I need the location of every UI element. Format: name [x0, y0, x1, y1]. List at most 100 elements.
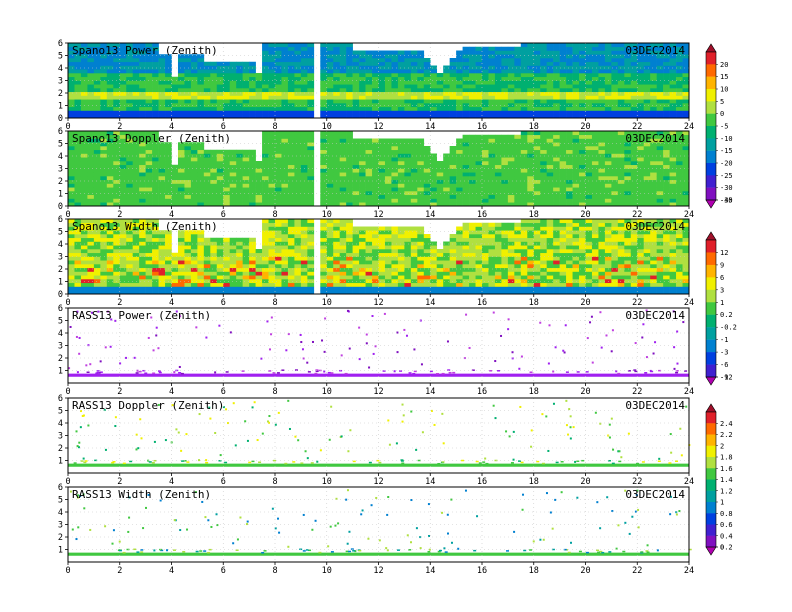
data-cell	[430, 106, 438, 111]
data-cell	[113, 138, 121, 143]
data-cell	[488, 241, 496, 246]
data-cell	[294, 73, 302, 78]
data-cell	[165, 202, 172, 207]
data-cell	[139, 157, 146, 162]
data-cell	[359, 88, 366, 93]
data-cell	[113, 237, 121, 242]
data-cell	[74, 110, 82, 115]
data-cell	[210, 149, 218, 154]
data-cell	[397, 114, 405, 119]
data-cell	[650, 76, 657, 81]
data-cell	[287, 110, 295, 115]
data-cell	[197, 183, 205, 188]
data-cell	[100, 106, 108, 111]
data-cell	[294, 219, 302, 224]
data-cell	[223, 275, 231, 280]
data-cell	[203, 237, 211, 242]
data-cell	[255, 161, 263, 166]
data-cell	[320, 95, 328, 100]
data-cell	[546, 131, 554, 136]
data-cell	[372, 264, 379, 269]
data-cell	[210, 290, 218, 295]
data-cell	[611, 142, 619, 147]
data-cell	[572, 110, 580, 115]
data-cell	[339, 267, 347, 272]
data-cell	[359, 80, 366, 85]
data-cell	[372, 99, 379, 104]
data-cell	[501, 191, 509, 196]
data-cell	[249, 149, 256, 154]
data-cell	[216, 260, 224, 265]
data-cell	[216, 76, 224, 81]
data-cell	[456, 73, 463, 78]
data-cell	[643, 176, 651, 181]
data-cell	[546, 237, 554, 242]
data-cell	[533, 157, 541, 162]
data-cell	[281, 103, 289, 108]
data-cell	[262, 230, 269, 235]
data-cell	[501, 241, 509, 246]
data-cell	[501, 65, 509, 70]
data-cell	[546, 110, 554, 115]
data-cell	[158, 249, 166, 254]
data-cell	[339, 157, 347, 162]
data-cell	[139, 245, 146, 250]
data-cell	[650, 58, 657, 63]
data-cell	[223, 198, 231, 203]
data-cell	[300, 138, 308, 143]
data-cell	[333, 80, 340, 85]
data-cell	[617, 138, 625, 143]
data-cell	[139, 275, 146, 280]
data-cell	[320, 91, 328, 96]
data-cell	[223, 286, 231, 291]
data-cell	[197, 198, 205, 203]
data-cell	[676, 80, 683, 85]
data-cell	[197, 69, 205, 74]
data-cell	[469, 267, 476, 272]
data-cell	[339, 219, 347, 224]
data-cell	[268, 198, 276, 203]
data-cell	[391, 172, 399, 177]
data-cell	[572, 172, 580, 177]
data-cell	[462, 54, 470, 59]
data-cell	[268, 153, 276, 158]
data-cell	[520, 222, 528, 227]
data-cell	[158, 91, 166, 96]
data-cell	[397, 58, 405, 63]
data-cell	[533, 271, 541, 276]
data-cell	[326, 91, 334, 96]
data-cell	[397, 76, 405, 81]
data-cell	[475, 226, 483, 231]
data-cell	[177, 249, 185, 254]
data-cell	[669, 187, 677, 192]
data-cell	[540, 88, 547, 93]
data-cell	[300, 183, 308, 188]
data-cell	[132, 157, 140, 162]
data-cell	[126, 187, 133, 192]
data-cell	[339, 84, 347, 89]
data-cell	[591, 179, 599, 184]
data-cell	[100, 153, 108, 158]
data-cell	[359, 237, 366, 242]
data-cell	[611, 191, 619, 196]
data-cell	[68, 84, 75, 89]
data-cell	[365, 149, 373, 154]
data-cell	[262, 241, 269, 246]
y-tick-label: 3	[58, 77, 63, 87]
data-cell	[93, 69, 101, 74]
data-cell	[494, 114, 502, 119]
data-cell	[527, 282, 535, 287]
data-cell	[650, 149, 657, 154]
data-cell	[158, 80, 166, 85]
data-cell	[268, 176, 276, 181]
data-cell	[152, 256, 159, 261]
data-cell	[177, 256, 185, 261]
data-cell	[68, 282, 75, 287]
data-cell	[410, 226, 418, 231]
data-cell	[501, 58, 509, 63]
data-cell	[346, 264, 353, 269]
x-tick-label: 16	[477, 210, 487, 220]
data-cell	[275, 172, 282, 177]
data-cell	[676, 99, 683, 104]
data-cell	[87, 110, 95, 115]
